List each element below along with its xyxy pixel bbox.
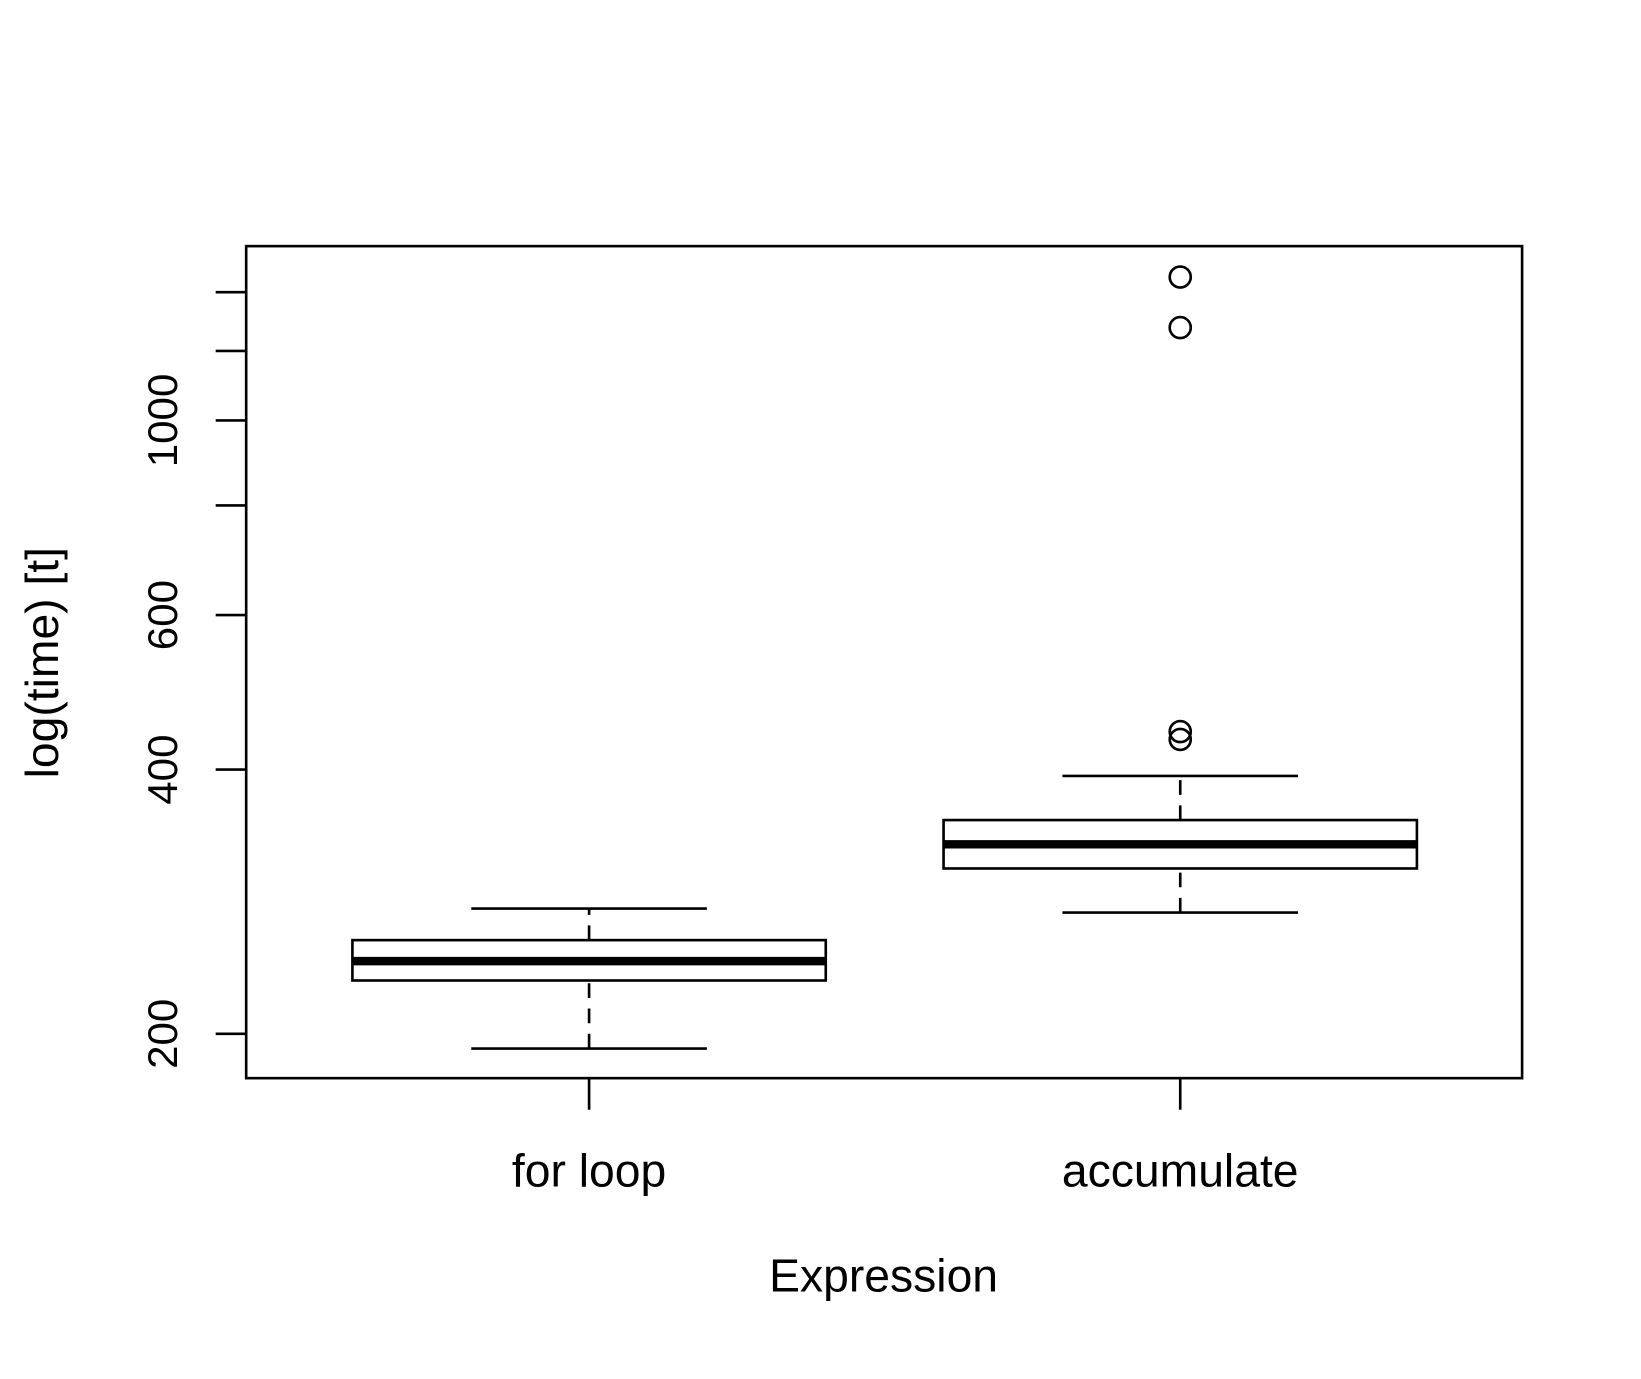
- outlier: [1168, 727, 1193, 752]
- plot-frame: [244, 244, 1524, 1080]
- y-tick-label: 1000: [139, 374, 186, 468]
- y-tick-label: 200: [139, 999, 186, 1069]
- outlier: [1168, 265, 1193, 289]
- y-tick-label: 600: [139, 580, 186, 650]
- x-tick-label: for loop: [512, 1145, 666, 1197]
- y-axis-label: log(time) [t]: [16, 547, 68, 778]
- outlier: [1168, 719, 1193, 744]
- y-tick-label: 400: [139, 735, 186, 805]
- x-tick-label: accumulate: [1062, 1145, 1299, 1197]
- x-axis-label: Expression: [769, 1250, 998, 1302]
- outlier: [1168, 315, 1193, 340]
